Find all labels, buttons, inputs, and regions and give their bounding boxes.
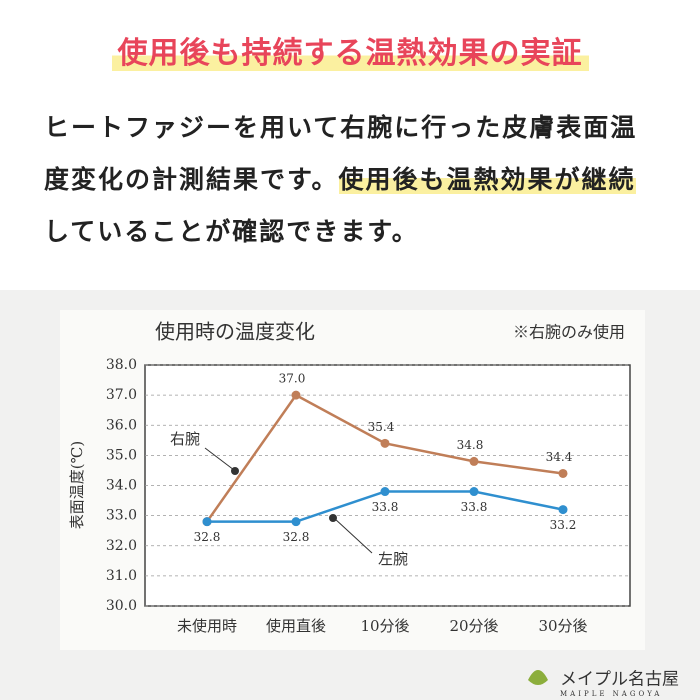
x-tick-label: 10分後 — [360, 617, 409, 635]
point — [380, 487, 390, 497]
point — [291, 517, 301, 527]
value-label: 33.8 — [461, 500, 488, 514]
x-tick-label: 使用直後 — [266, 617, 326, 635]
title-band: 使用後も持続する温熱効果の実証 — [0, 28, 700, 72]
y-tick-label: 34.0 — [106, 478, 137, 494]
point — [291, 390, 301, 400]
text: ヒートファジーを用いて右腕に行った皮膚表面温度変化の計測結果です。 — [44, 113, 638, 194]
logo-leaf — [528, 670, 548, 685]
x-tick-label: 30分後 — [538, 617, 587, 635]
point — [469, 487, 479, 497]
value-label: 33.2 — [550, 518, 577, 532]
chart-title: 使用時の温度変化 — [155, 320, 315, 344]
point — [558, 505, 568, 515]
value-label: 32.8 — [283, 530, 310, 544]
y-tick-label: 32.0 — [106, 538, 137, 554]
logo-sub: MAIPLE NAGOYA — [560, 690, 662, 698]
page-title: 使用後も持続する温熱効果の実証 — [111, 36, 589, 71]
leader-dot — [231, 467, 239, 475]
text: していることが確認できます。 — [44, 217, 419, 246]
y-tick-label: 33.0 — [106, 508, 137, 524]
paragraph: ヒートファジーを用いて右腕に行った皮膚表面温度変化の計測結果です。使用後も温熱効… — [44, 102, 659, 258]
series-annotation: 左腕 — [378, 550, 408, 568]
leader — [333, 517, 373, 554]
y-tick-label: 35.0 — [106, 447, 137, 463]
leader — [204, 447, 235, 471]
point — [202, 517, 212, 527]
y-tick-label: 36.0 — [106, 417, 137, 433]
point — [558, 468, 568, 478]
y-tick-label: 37.0 — [106, 387, 137, 403]
point — [380, 438, 390, 448]
value-label: 32.8 — [194, 530, 221, 544]
value-label: 37.0 — [279, 372, 306, 386]
x-tick-label: 未使用時 — [177, 617, 237, 635]
chart-note: ※右腕のみ使用 — [513, 323, 625, 342]
series-annotation: 右腕 — [170, 430, 200, 448]
x-tick-label: 20分後 — [449, 617, 498, 635]
value-label: 34.4 — [546, 450, 573, 464]
value-label: 35.4 — [368, 420, 395, 434]
logo-name: メイプル名古屋 — [560, 670, 679, 690]
y-tick-label: 38.0 — [106, 357, 137, 373]
y-axis-label: 表面温度(℃) — [68, 441, 86, 529]
y-tick-label: 30.0 — [106, 598, 137, 614]
value-label: 33.8 — [372, 500, 399, 514]
y-tick-label: 31.0 — [106, 568, 137, 584]
value-label: 34.8 — [457, 438, 484, 452]
point — [469, 456, 479, 466]
highlight-text: 使用後も温熱効果が継続 — [338, 165, 636, 194]
leader-dot — [329, 514, 337, 522]
